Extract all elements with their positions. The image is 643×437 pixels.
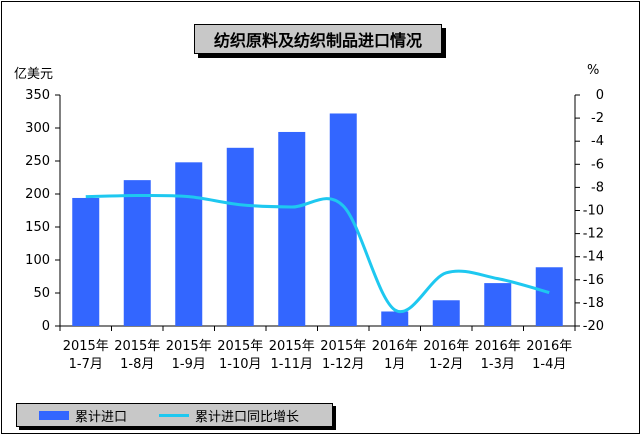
x-tick-label-year: 2015年 bbox=[320, 339, 366, 354]
y-left-tick-label: 150 bbox=[25, 220, 50, 235]
x-tick-label-period: 1-3月 bbox=[481, 357, 515, 372]
legend-label-bar: 累计进口 bbox=[75, 409, 128, 425]
y-right-unit-label: % bbox=[587, 63, 599, 78]
bar bbox=[123, 180, 151, 326]
x-tick-label-period: 1-9月 bbox=[172, 357, 206, 372]
y-left-tick-label: 300 bbox=[25, 121, 50, 136]
y-right-tick-label: -4 bbox=[591, 134, 604, 149]
y-right-tick-label: -6 bbox=[591, 157, 604, 172]
y-left-tick-label: 200 bbox=[25, 187, 50, 202]
bar bbox=[381, 311, 409, 326]
bar bbox=[278, 131, 306, 326]
legend-item-bar: 累计进口 bbox=[39, 404, 127, 426]
x-tick-label-period: 1-12月 bbox=[322, 357, 365, 372]
legend-item-line: 累计进口同比增长 bbox=[159, 404, 299, 426]
bar bbox=[432, 300, 460, 326]
y-right-tick-label: -12 bbox=[583, 227, 604, 242]
x-tick-label-period: 1-10月 bbox=[219, 357, 262, 372]
x-tick-label-period: 1-2月 bbox=[429, 357, 463, 372]
x-tick-label-year: 2015年 bbox=[63, 339, 109, 354]
x-tick-label-period: 1-7月 bbox=[69, 357, 103, 372]
y-right-tick-label: -2 bbox=[591, 111, 604, 126]
y-left-unit-label: 亿美元 bbox=[14, 67, 53, 82]
x-tick-label-year: 2015年 bbox=[114, 339, 160, 354]
x-tick-label-period: 1-11月 bbox=[270, 357, 313, 372]
x-tick-label-year: 2016年 bbox=[475, 339, 521, 354]
y-right-tick-label: -14 bbox=[583, 250, 604, 265]
y-right-tick-label: -16 bbox=[583, 273, 604, 288]
y-right-tick-label: -10 bbox=[583, 204, 604, 219]
y-right-tick-label: 0 bbox=[596, 88, 604, 103]
x-tick-label-year: 2016年 bbox=[372, 339, 418, 354]
x-tick-label-period: 1月 bbox=[384, 357, 405, 372]
legend-swatch-bar bbox=[39, 410, 69, 420]
x-tick-label-year: 2016年 bbox=[423, 339, 469, 354]
x-tick-label-year: 2016年 bbox=[526, 339, 572, 354]
y-right-tick-label: -8 bbox=[591, 180, 604, 195]
x-tick-label-year: 2015年 bbox=[166, 339, 212, 354]
x-tick-label-period: 1-4月 bbox=[532, 357, 566, 372]
chart-title: 纺织原料及纺织制品进口情况 bbox=[194, 24, 442, 54]
x-tick-label-year: 2015年 bbox=[217, 339, 263, 354]
bar bbox=[226, 147, 254, 326]
growth-line bbox=[85, 193, 550, 314]
bar bbox=[535, 267, 563, 326]
legend-label-line: 累计进口同比增长 bbox=[195, 409, 300, 425]
x-tick-label-year: 2015年 bbox=[269, 339, 315, 354]
y-right-tick-label: -20 bbox=[583, 319, 604, 334]
legend-swatch-line bbox=[159, 413, 189, 417]
y-left-tick-label: 350 bbox=[25, 88, 50, 103]
bar bbox=[72, 197, 100, 326]
y-left-tick-label: 250 bbox=[25, 154, 50, 169]
x-tick-label-period: 1-8月 bbox=[120, 357, 154, 372]
y-left-tick-label: 0 bbox=[42, 319, 50, 334]
y-left-tick-label: 100 bbox=[25, 253, 50, 268]
y-left-tick-label: 50 bbox=[33, 286, 50, 301]
chart-legend: 累计进口 累计进口同比增长 bbox=[16, 403, 333, 427]
bar bbox=[175, 162, 203, 326]
y-right-tick-label: -18 bbox=[583, 296, 604, 311]
bar bbox=[484, 283, 512, 326]
